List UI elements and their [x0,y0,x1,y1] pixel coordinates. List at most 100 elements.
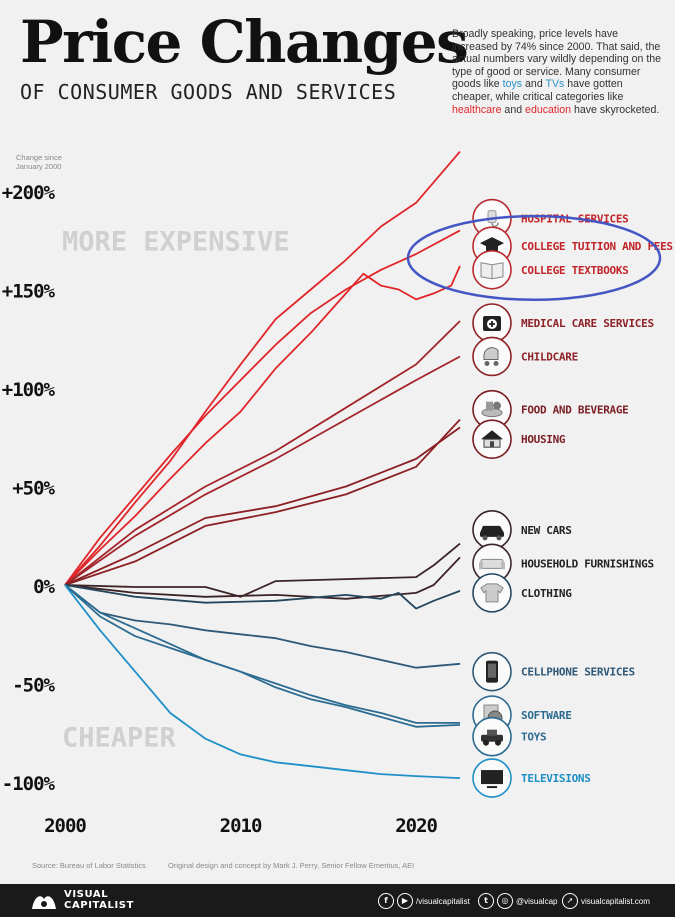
series-line-housing [64,426,461,586]
y-tick-label: +150% [2,281,56,303]
sofa-icon-shape [480,558,504,569]
twitter-icon[interactable]: t [478,893,494,909]
house-icon-shape [490,441,494,448]
region-label: MORE EXPENSIVE [62,226,290,257]
stroller-icon-shape [484,360,490,366]
x-tick-label: 2000 [44,815,86,837]
series-line-clothing [64,584,461,610]
food-icon-shape [486,401,493,411]
legend-label: COLLEGE TEXTBOOKS [521,264,628,277]
shirt-icon-shape [480,583,504,603]
description-text: have gotten cheaper, while critical cate… [452,78,624,103]
website-text[interactable]: visualcapitalist.com [581,896,650,906]
y-tick-label: -50% [12,675,55,697]
series-line-childcare [64,355,461,586]
legend-item-televisions: TELEVISIONS [472,758,591,798]
description-keyword: TVs [545,78,565,91]
legend-label: TELEVISIONS [521,772,591,785]
series-line-televisions [64,584,461,779]
legend-label: MEDICAL CARE SERVICES [521,317,654,330]
social-handle-visualcapitalist[interactable]: /visualcapitalist [416,896,470,906]
legend-label: NEW CARS [521,524,572,537]
description-text: Broadly speaking, price levels have incr… [452,28,662,91]
series-line-cellphone-services [64,584,461,669]
graduation-cap-icon [480,237,504,253]
series-line-hospital-services [64,151,461,586]
series-line-college-textbooks [64,265,461,586]
hospital-bed-icon-shape [487,210,497,224]
series-lines [64,151,461,779]
social-handle-visualcap[interactable]: @visualcap [516,896,558,906]
description-text: and [522,78,546,91]
car-icon [480,525,504,541]
food-icon [481,401,503,418]
source-text: Source: Bureau of Labor Statistics [32,861,146,870]
stroller-icon [483,347,499,366]
legend-item-clothing: CLOTHING [472,573,573,613]
visual-capitalist-logo-text: VISUAL CAPITALIST [64,889,135,911]
facebook-icon[interactable]: f [378,893,394,909]
social-twitter-instagram[interactable]: t ◎ @visualcap [478,893,557,909]
first-aid-kit-icon-shape [489,320,495,327]
television-icon [481,770,503,789]
legend-label: COLLEGE TUITION AND FEES [521,240,673,253]
television-icon-shape [481,770,503,785]
legend-item-housing: HOUSING [472,419,566,460]
car-icon-shape [482,535,488,541]
description-text: have skyrocketed. [571,103,660,116]
stroller-icon-shape [493,360,499,366]
toy-car-icon-shape [483,739,489,746]
stroller-icon-shape [483,347,499,360]
sofa-icon-shape [501,562,505,570]
instagram-icon[interactable]: ◎ [497,893,513,909]
hospital-bed-icon-shape [491,222,499,228]
shirt-icon [480,583,504,603]
legend-label: CELLPHONE SERVICES [521,666,635,679]
legend-item-childcare: CHILDCARE [472,336,578,377]
legend-item-food-and-beverage: FOOD AND BEVERAGE [472,389,629,430]
cellphone-icon [486,660,498,683]
sofa-icon-shape [479,562,483,570]
sofa-icon [479,558,505,570]
graduation-cap-icon-shape [486,246,498,253]
visual-capitalist-logo-icon [32,896,56,909]
y-tick-label: +50% [12,478,55,500]
toy-car-icon-shape [495,739,501,746]
cursor-icon[interactable]: ➚ [562,893,578,909]
house-icon [481,430,503,448]
legend-label: TOYS [521,731,546,744]
series-line-software [64,584,460,724]
chart-subtitle: OF CONSUMER GOODS AND SERVICES [20,80,397,104]
legend-label: FOOD AND BEVERAGE [521,404,628,417]
car-icon-shape [480,525,504,533]
chart-description: Broadly speaking, price levels have incr… [452,28,664,116]
legend-label: CHILDCARE [521,350,578,363]
social-youtube-facebook[interactable]: f ▶ /visualcapitalist [378,893,470,909]
series-line-household-furnishings [64,556,461,600]
house-icon-shape [481,430,503,440]
y-tick-label: +200% [2,182,56,204]
toy-car-icon [481,729,503,746]
youtube-icon[interactable]: ▶ [397,893,413,909]
toy-car-icon-shape [487,729,497,736]
series-line-medical-care-services [64,320,461,586]
description-text: and [501,103,526,116]
x-tick-label: 2010 [220,815,262,837]
legend-label: CLOTHING [521,587,572,600]
description-keyword: healthcare [452,103,502,116]
car-icon-shape [496,535,502,541]
legend-item-medical-care-services: MEDICAL CARE SERVICES [472,303,654,343]
legend-item-new-cars: NEW CARS [472,510,572,550]
description-keyword: education [525,103,571,116]
y-axis-label: January 2000 [16,162,61,171]
legend-label: HOUSEHOLD FURNISHINGS [521,557,654,570]
website-link[interactable]: ➚ visualcapitalist.com [562,893,650,909]
legend-label: SOFTWARE [521,709,572,722]
cellphone-icon-shape [488,663,496,678]
legend-item-toys: TOYS [472,716,547,757]
y-tick-label: +100% [2,379,56,401]
book-icon [480,262,504,280]
x-tick-label: 2020 [395,815,437,837]
legend-item-cellphone-services: CELLPHONE SERVICES [472,651,635,692]
chart-title: Price Changes [20,8,469,76]
